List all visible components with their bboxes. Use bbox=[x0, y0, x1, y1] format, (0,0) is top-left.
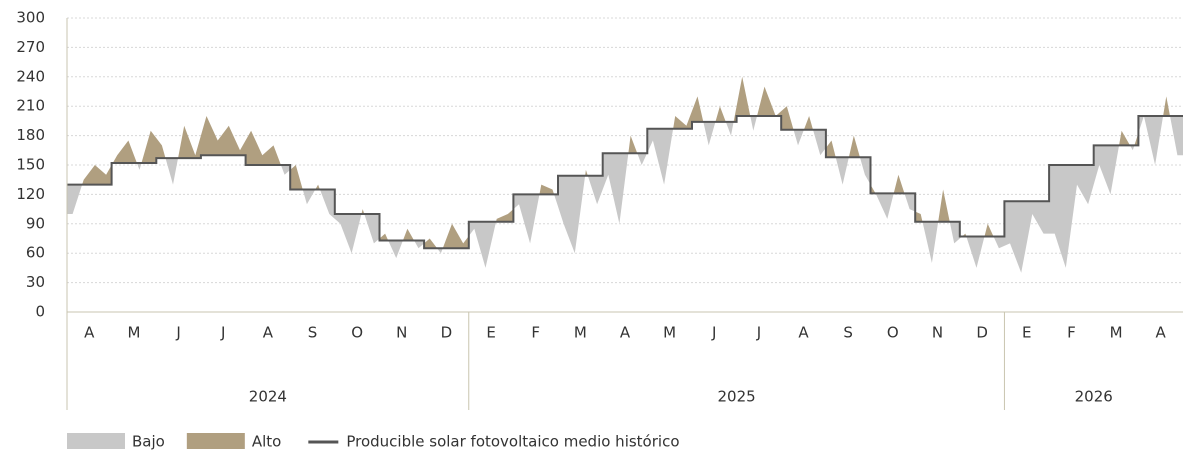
y-tick-label: 150 bbox=[16, 156, 45, 174]
x-tick-label: M bbox=[1110, 324, 1123, 342]
x-tick-label: M bbox=[574, 324, 587, 342]
x-tick-label: M bbox=[127, 324, 140, 342]
y-tick-label: 0 bbox=[35, 303, 45, 321]
x-tick-label: F bbox=[531, 324, 540, 342]
year-label: 2024 bbox=[249, 388, 287, 406]
y-tick-label: 120 bbox=[16, 185, 45, 203]
y-tick-label: 210 bbox=[16, 97, 45, 115]
x-tick-label: A bbox=[620, 324, 631, 342]
x-tick-label: N bbox=[396, 324, 407, 342]
x-tick-label: A bbox=[1156, 324, 1167, 342]
x-tick-label: A bbox=[263, 324, 274, 342]
x-tick-label: S bbox=[843, 324, 853, 342]
y-tick-label: 180 bbox=[16, 126, 45, 144]
y-tick-label: 30 bbox=[26, 273, 45, 291]
x-tick-label: D bbox=[976, 324, 988, 342]
legend-label: Alto bbox=[252, 433, 282, 451]
legend-swatch bbox=[186, 433, 245, 449]
x-tick-label: A bbox=[798, 324, 809, 342]
x-tick-label: D bbox=[441, 324, 453, 342]
x-tick-label: A bbox=[84, 324, 95, 342]
x-tick-label: E bbox=[1022, 324, 1031, 342]
legend-label: Producible solar fotovoltaico medio hist… bbox=[346, 433, 679, 451]
x-tick-label: N bbox=[932, 324, 943, 342]
x-tick-label: E bbox=[486, 324, 495, 342]
year-label: 2025 bbox=[718, 388, 756, 406]
x-tick-label: F bbox=[1067, 324, 1076, 342]
y-tick-label: 300 bbox=[16, 9, 45, 27]
legend-swatch bbox=[67, 433, 125, 449]
y-tick-label: 240 bbox=[16, 67, 45, 85]
x-tick-label: J bbox=[711, 324, 716, 342]
y-tick-label: 90 bbox=[26, 214, 45, 232]
x-tick-label: S bbox=[308, 324, 318, 342]
y-tick-label: 270 bbox=[16, 38, 45, 56]
x-tick-label: O bbox=[351, 324, 363, 342]
year-label: 2026 bbox=[1075, 388, 1113, 406]
legend-label: Bajo bbox=[132, 433, 165, 451]
x-tick-label: J bbox=[220, 324, 225, 342]
x-tick-label: M bbox=[663, 324, 676, 342]
x-tick-label: O bbox=[887, 324, 899, 342]
x-tick-label: J bbox=[756, 324, 761, 342]
y-tick-label: 60 bbox=[26, 244, 45, 262]
mean-line bbox=[67, 115, 1183, 250]
x-tick-label: J bbox=[175, 324, 180, 342]
